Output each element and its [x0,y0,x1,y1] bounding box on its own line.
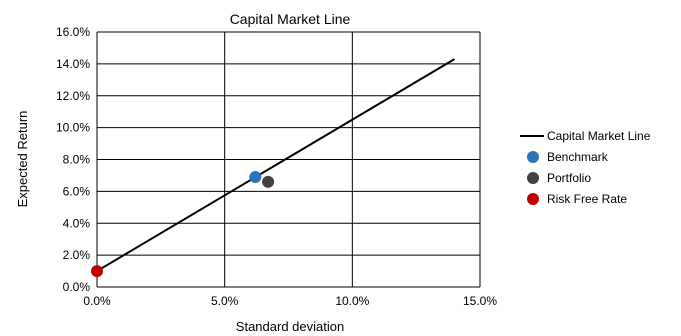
plot-series [91,58,455,278]
x-tick-label: 0.0% [83,294,111,308]
x-axis-label: Standard deviation [236,319,344,334]
x-tick-label: 5.0% [211,294,239,308]
legend-benchmark-swatch [527,151,539,163]
y-tick-label: 2.0% [63,248,91,262]
y-tick-label: 0.0% [63,280,91,294]
tick-labels: 0.0% 2.0% 4.0% 6.0% 8.0% 10.0% 12.0% 14.0% 16.0%… [56,25,497,308]
x-tick-label: 10.0% [335,294,369,308]
portfolio-point [262,175,275,188]
y-tick-label: 12.0% [56,89,90,103]
chart-title: Capital Market Line [230,11,351,27]
chart-legend: Capital Market Line Benchmark Portfolio Ris… [520,129,651,206]
y-tick-label: 16.0% [56,25,90,39]
y-axis-label: Expected Return [15,111,30,208]
y-tick-label: 10.0% [56,121,90,135]
risk-free-rate-point [91,265,103,278]
x-tick-label: 15.0% [463,294,497,308]
y-tick-label: 14.0% [56,57,90,71]
legend-label-benchmark: Benchmark [547,150,609,164]
legend-portfolio-swatch [527,172,539,184]
grid-lines [96,31,481,288]
benchmark-point [249,171,262,184]
legend-label-risk-free-rate: Risk Free Rate [547,192,627,206]
legend-label-capital-market-line: Capital Market Line [547,129,651,143]
y-tick-label: 6.0% [63,184,91,198]
capital-market-line [96,58,455,272]
y-tick-label: 4.0% [63,216,91,230]
y-tick-label: 8.0% [63,153,91,167]
legend-label-portfolio: Portfolio [547,171,591,185]
legend-risk-free-rate-swatch [527,193,539,205]
